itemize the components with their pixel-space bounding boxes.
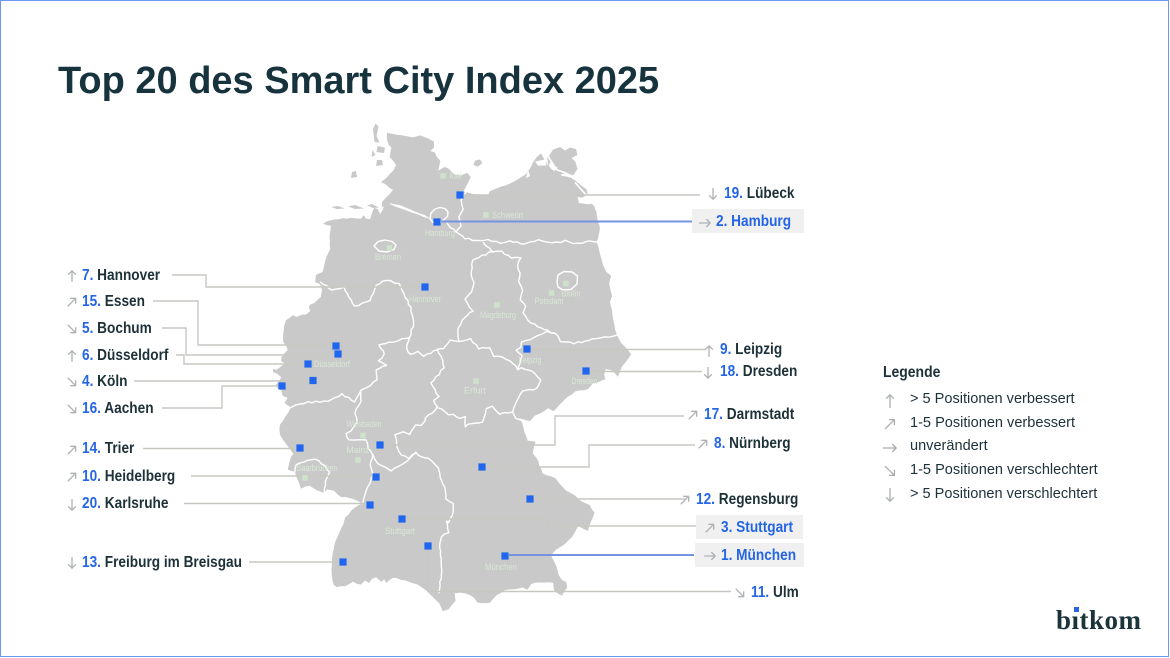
- svg-text:Kiel: Kiel: [450, 171, 462, 181]
- svg-text:Magdeburg: Magdeburg: [480, 310, 516, 320]
- svg-text:Berlin: Berlin: [562, 289, 581, 299]
- svg-text:Mainz: Mainz: [347, 445, 370, 455]
- svg-text:Hamburg: Hamburg: [425, 228, 455, 238]
- svg-text:Wiesbaden: Wiesbaden: [347, 419, 382, 429]
- svg-text:Potsdam: Potsdam: [535, 296, 564, 306]
- svg-text:Hannover: Hannover: [409, 294, 441, 304]
- svg-text:Dresden: Dresden: [572, 376, 598, 386]
- svg-text:München: München: [485, 562, 517, 572]
- svg-text:Stuttgart: Stuttgart: [385, 526, 415, 536]
- svg-text:Saarbrücken: Saarbrücken: [297, 463, 338, 473]
- svg-text:Leipzig: Leipzig: [519, 355, 542, 365]
- svg-text:Düsseldorf: Düsseldorf: [314, 359, 350, 369]
- svg-text:Erfurt: Erfurt: [464, 386, 486, 396]
- svg-text:Bremen: Bremen: [375, 252, 401, 262]
- svg-text:Schwerin: Schwerin: [492, 210, 523, 220]
